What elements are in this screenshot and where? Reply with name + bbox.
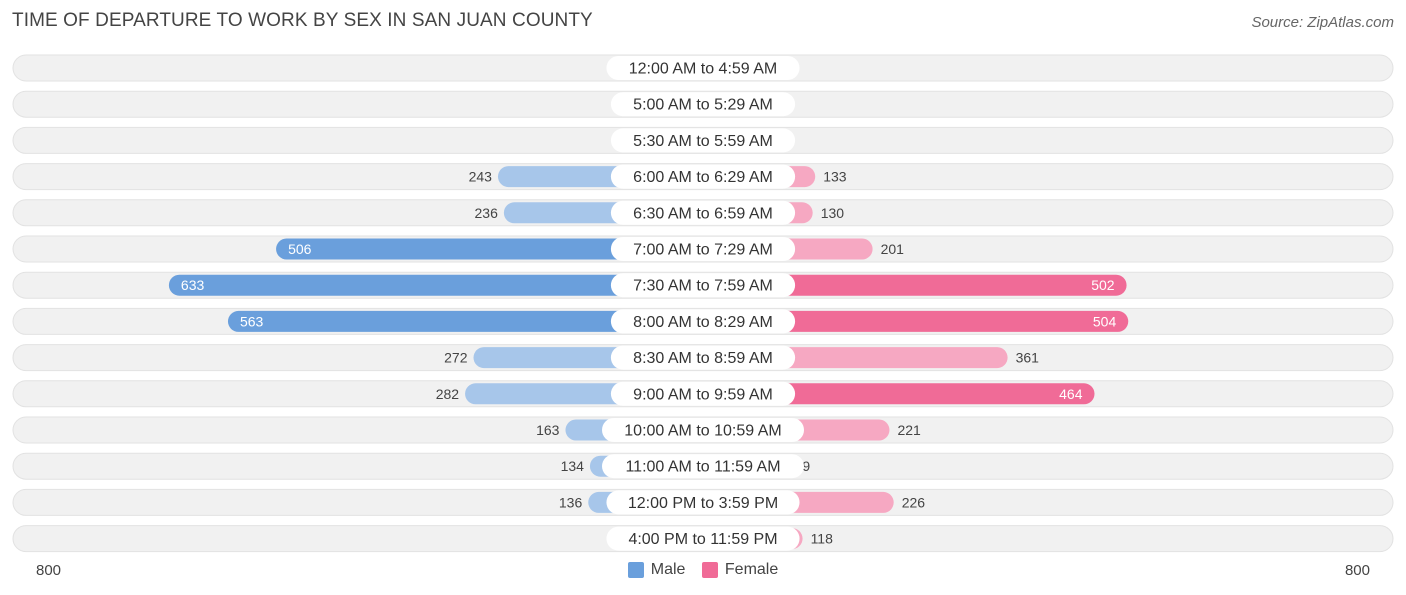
category-pill (606, 490, 800, 515)
value-label-male: 243 (469, 169, 493, 185)
axis-label-left: 800 (36, 562, 62, 579)
value-label-female: 133 (823, 169, 847, 185)
category-label: 8:00 AM to 8:29 AM (633, 314, 773, 331)
value-label-female: 201 (881, 241, 905, 257)
category-label: 4:00 PM to 11:59 PM (628, 531, 777, 548)
legend: Male Female (0, 561, 1406, 583)
category-label: 5:30 AM to 5:59 AM (633, 133, 773, 150)
category-pill (610, 128, 796, 153)
value-label-female: 502 (1091, 277, 1115, 293)
value-label-male: 163 (536, 422, 560, 438)
value-label-male: 282 (436, 386, 460, 402)
category-pill (610, 381, 796, 406)
bar-female (703, 383, 1095, 405)
value-label-female: 226 (902, 494, 926, 510)
category-pill (602, 454, 804, 479)
bar-female (703, 274, 1127, 296)
category-pill (610, 309, 796, 334)
value-label-female: 504 (1093, 313, 1117, 329)
category-pill (602, 418, 804, 442)
category-pill (606, 526, 800, 551)
bar-female (703, 310, 1129, 332)
legend-item-female[interactable]: Female (701, 561, 779, 579)
chart-title: TIME OF DEPARTURE TO WORK BY SEX IN SAN … (12, 10, 593, 31)
category-label: 8:30 AM to 8:59 AM (633, 350, 773, 367)
value-label-male: 506 (288, 241, 312, 257)
category-pill (610, 345, 796, 370)
category-pill (610, 164, 796, 189)
category-label: 12:00 AM to 4:59 AM (629, 61, 778, 78)
category-label: 11:00 AM to 11:59 AM (625, 459, 780, 476)
category-pill (610, 92, 796, 117)
category-label: 9:00 AM to 9:59 AM (633, 386, 773, 403)
value-label-male: 136 (559, 494, 583, 510)
category-pill (606, 56, 800, 80)
legend-label-male: Male (650, 561, 686, 578)
legend-label-female: Female (724, 561, 779, 578)
legend-swatch-male (627, 562, 644, 578)
source-note: Source: ZipAtlas.com (1251, 14, 1394, 31)
legend-swatch-female (701, 562, 718, 578)
category-label: 6:30 AM to 6:59 AM (633, 205, 773, 222)
value-label-male: 134 (561, 458, 585, 474)
value-label-female: 361 (1016, 350, 1040, 366)
legend-item-male[interactable]: Male (627, 561, 686, 579)
axis-label-right: 800 (1344, 562, 1370, 579)
bar-male (276, 238, 703, 260)
bar-male (227, 310, 703, 332)
bar-male (168, 274, 703, 296)
category-label: 12:00 PM to 3:59 PM (628, 495, 778, 512)
category-label: 7:30 AM to 7:59 AM (633, 278, 773, 295)
category-label: 5:00 AM to 5:29 AM (633, 97, 773, 114)
category-pill (610, 200, 796, 225)
value-label-male: 563 (240, 313, 264, 329)
value-label-female: 118 (811, 531, 834, 547)
value-label-male: 633 (181, 277, 205, 293)
value-label-female: 130 (821, 205, 845, 221)
category-pill (610, 273, 796, 298)
category-label: 10:00 AM to 10:59 AM (624, 423, 781, 440)
value-label-female: 221 (897, 422, 921, 438)
value-label-male: 236 (475, 205, 499, 221)
value-label-female: 464 (1059, 386, 1083, 402)
category-pill (610, 237, 796, 261)
value-label-male: 272 (444, 350, 468, 366)
category-label: 6:00 AM to 6:29 AM (633, 169, 773, 186)
category-label: 7:00 AM to 7:29 AM (633, 242, 773, 259)
